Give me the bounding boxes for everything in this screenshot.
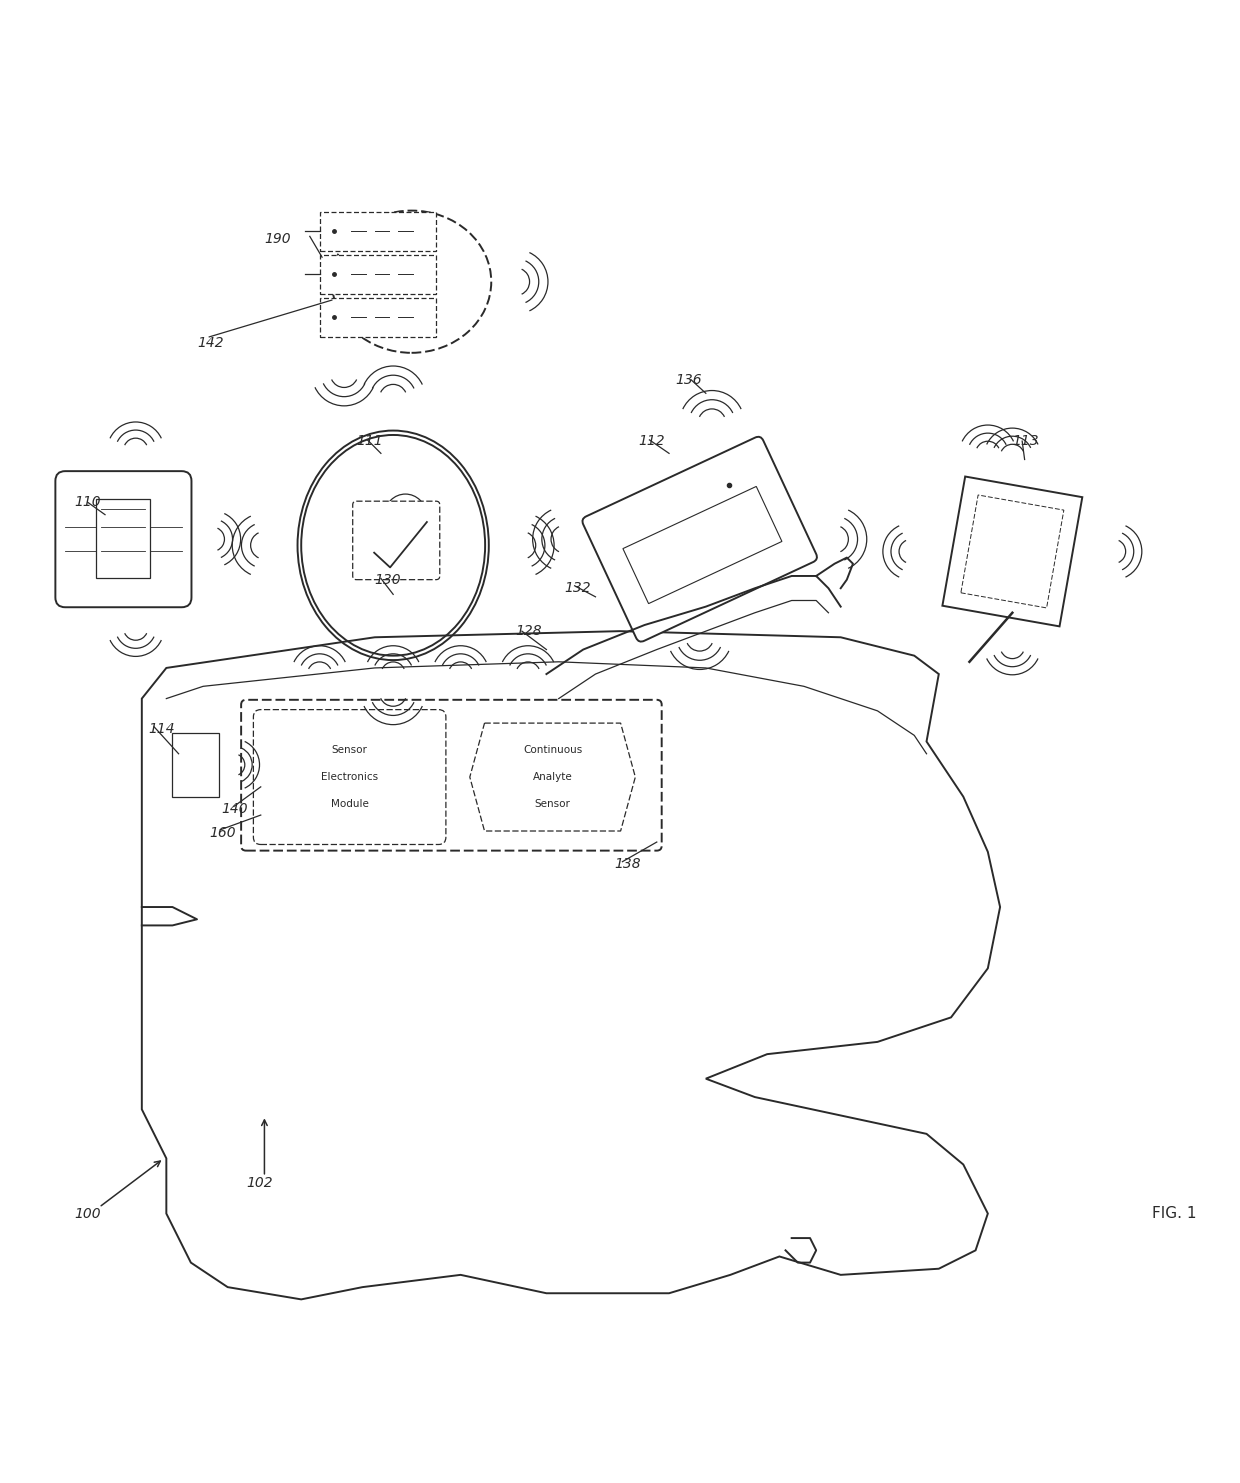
Text: Electronics: Electronics <box>321 773 378 782</box>
Bar <box>320 212 436 251</box>
Text: 102: 102 <box>246 1176 273 1189</box>
FancyBboxPatch shape <box>583 437 817 642</box>
Text: 142: 142 <box>197 337 223 350</box>
Text: 112: 112 <box>639 435 665 448</box>
Bar <box>320 298 436 337</box>
Text: 113: 113 <box>1012 435 1039 448</box>
Text: Analyte: Analyte <box>533 773 573 782</box>
Bar <box>942 476 1083 626</box>
Text: 136: 136 <box>675 372 702 387</box>
Bar <box>951 485 1074 618</box>
Text: Module: Module <box>331 799 368 810</box>
Text: 130: 130 <box>374 572 402 587</box>
FancyBboxPatch shape <box>352 501 440 580</box>
Text: Sensor: Sensor <box>534 799 570 810</box>
Text: 100: 100 <box>74 1207 100 1221</box>
Text: 160: 160 <box>210 826 236 841</box>
Bar <box>320 255 436 294</box>
Text: FIG. 1: FIG. 1 <box>1152 1206 1197 1221</box>
Text: 190: 190 <box>264 231 291 246</box>
Text: 110: 110 <box>74 495 100 509</box>
Text: 128: 128 <box>516 624 542 638</box>
Bar <box>172 733 219 796</box>
Text: 140: 140 <box>222 802 248 816</box>
Bar <box>622 486 782 604</box>
Text: 111: 111 <box>356 435 383 448</box>
Text: 132: 132 <box>565 581 591 595</box>
Text: 138: 138 <box>614 857 641 871</box>
Text: 114: 114 <box>148 722 175 736</box>
Bar <box>97 498 150 578</box>
Text: Continuous: Continuous <box>523 744 583 755</box>
Bar <box>961 495 1064 608</box>
Text: Sensor: Sensor <box>332 744 367 755</box>
